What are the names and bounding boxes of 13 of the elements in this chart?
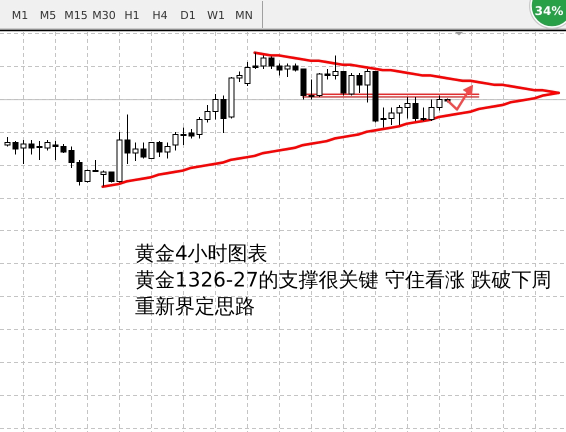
text: H1 (124, 9, 140, 22)
text: D1 (180, 9, 196, 22)
text: 黄金1326-27的支撑很关键 守住看涨 跌破下周 (135, 268, 552, 292)
text: 重新界定思路 (135, 294, 255, 318)
text: M30 (92, 9, 116, 22)
text: M15 (64, 9, 88, 22)
text: M5 (40, 9, 56, 22)
text: W1 (207, 9, 225, 22)
text: H4 (152, 9, 168, 22)
text: M1 (12, 9, 28, 22)
text: 黄金4小时图表 (135, 241, 268, 265)
text: MN (235, 9, 253, 22)
text: 34% (534, 4, 564, 18)
